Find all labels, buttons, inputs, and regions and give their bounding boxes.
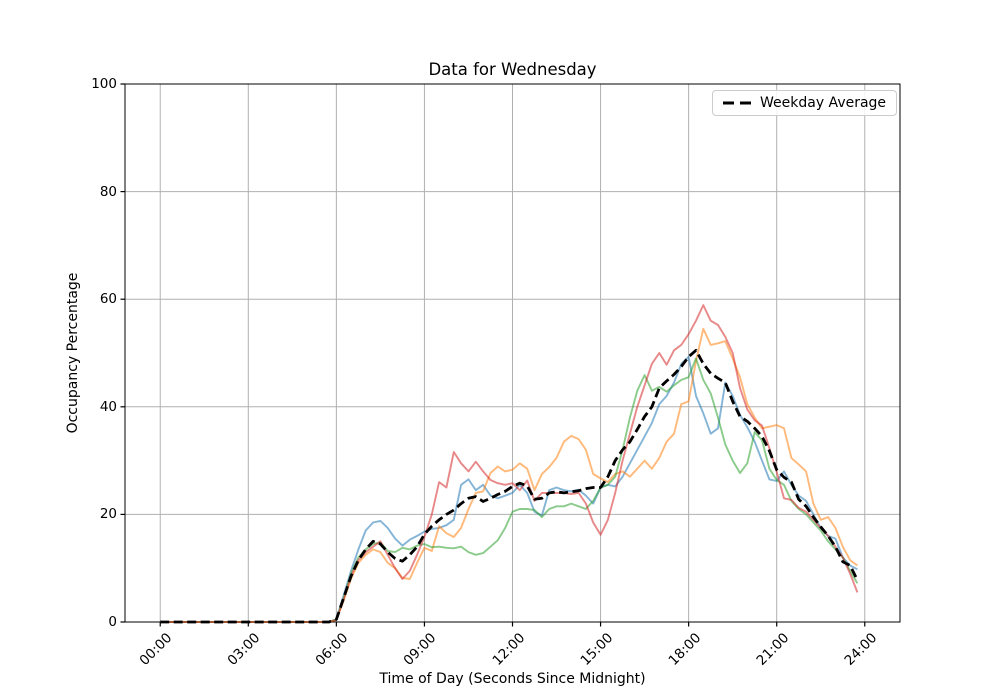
series-line-weekday-line-4 — [160, 304, 859, 623]
y-tick-label: 20 — [99, 506, 117, 523]
y-tick-label: 60 — [99, 291, 117, 308]
series-line-weekday-line-2 — [160, 327, 858, 623]
average-line — [160, 348, 859, 624]
y-tick-label: 100 — [91, 76, 117, 92]
legend: Weekday Average — [712, 90, 898, 116]
y-tick-label: 40 — [99, 398, 117, 415]
legend-label: Weekday Average — [760, 95, 887, 111]
dashed-line-sample-icon — [723, 101, 751, 105]
x-axis-label: Time of Day (Seconds Since Midnight) — [379, 671, 646, 687]
chart-title: Data for Wednesday — [428, 60, 597, 79]
y-tick-label: 0 — [108, 614, 117, 630]
y-tick-label: 80 — [99, 183, 117, 200]
